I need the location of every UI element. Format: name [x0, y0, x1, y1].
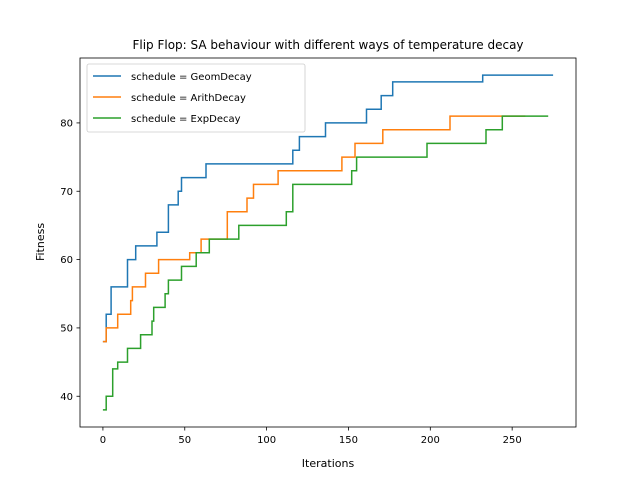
y-tick-label: 80: [60, 118, 73, 129]
y-tick-label: 40: [60, 392, 73, 403]
legend-label-1: schedule = ArithDecay: [131, 93, 246, 104]
series-line-0: [102, 74, 554, 343]
series-line-2: [102, 115, 549, 411]
legend: schedule = GeomDecay schedule = ArithDeca…: [86, 63, 306, 133]
legend-label-2: schedule = ExpDecay: [131, 114, 241, 125]
x-tick-label: 100: [257, 435, 276, 446]
y-axis-ticks: 40 50 60 70 80: [60, 118, 80, 403]
plot-frame: [79, 57, 577, 428]
x-axis-ticks: 0 50 100 150 200 250: [100, 427, 522, 446]
y-tick-label: 50: [60, 323, 73, 334]
y-axis-label: Fitness: [34, 223, 47, 261]
x-tick-label: 150: [339, 435, 358, 446]
legend-label-0: schedule = GeomDecay: [131, 72, 252, 83]
series-layer: [102, 74, 554, 411]
chart-title: Flip Flop: SA behaviour with different w…: [132, 38, 523, 52]
y-tick-label: 60: [60, 255, 73, 266]
series-line-1: [102, 115, 526, 343]
x-tick-label: 250: [503, 435, 522, 446]
x-axis-label: Iterations: [302, 457, 355, 470]
x-tick-label: 0: [100, 435, 106, 446]
x-tick-label: 200: [421, 435, 440, 446]
legend-box: [86, 63, 306, 133]
y-tick-label: 70: [60, 187, 73, 198]
x-tick-label: 50: [178, 435, 191, 446]
